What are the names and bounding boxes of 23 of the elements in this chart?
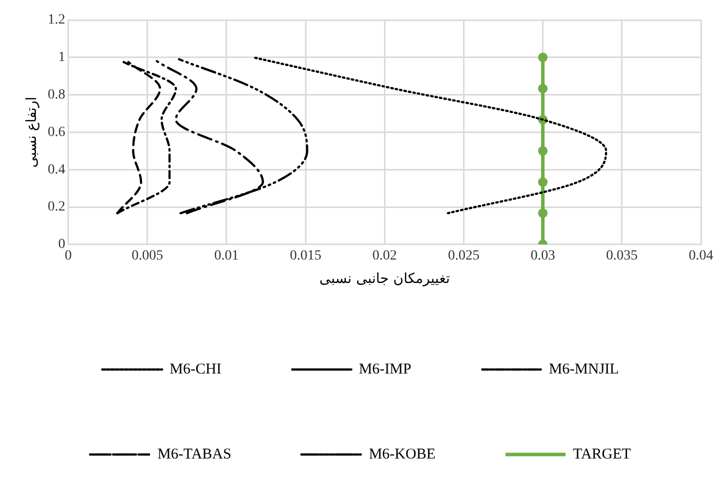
legend-label: M6-KOBE <box>368 446 436 462</box>
x-tick-label: 0.025 <box>448 248 480 264</box>
y-tick-label: 0.4 <box>48 162 66 178</box>
legend-label: M6-MNJIL <box>548 361 619 378</box>
y-axis-title: ارتفاع نسبی <box>24 96 40 168</box>
x-tick-label: 0.04 <box>688 248 714 264</box>
legend-label: M6-TABAS <box>158 446 232 462</box>
x-tick-label: 0.005 <box>132 248 164 264</box>
legend-label: M6-IMP <box>358 361 412 378</box>
y-tick-label: 0.2 <box>48 200 66 215</box>
legend-label: TARGET <box>573 446 631 462</box>
x-tick-label: 0.02 <box>372 248 397 264</box>
x-tick-label: 0.035 <box>606 248 638 264</box>
x-tick-label: 0.015 <box>290 248 322 264</box>
x-tick-label: 0.03 <box>530 248 556 264</box>
x-axis-title: تغییرمکان جانبی نسبی <box>319 271 450 288</box>
y-tick-label: 0 <box>58 237 66 252</box>
y-tick-label: 0.6 <box>48 124 66 140</box>
y-tick-label: 1 <box>58 50 66 66</box>
legend-label: M6-CHI <box>170 361 222 378</box>
y-tick-label: 0.8 <box>48 87 66 102</box>
y-tick-label: 1.2 <box>48 12 66 28</box>
x-tick-label: 0.01 <box>214 248 239 264</box>
